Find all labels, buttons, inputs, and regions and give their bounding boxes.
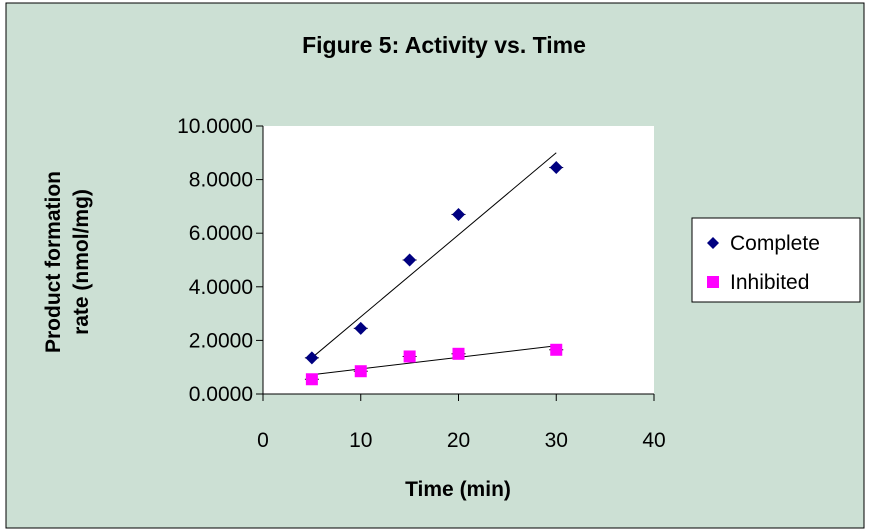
data-points — [304, 161, 564, 386]
data-point-complete — [305, 351, 319, 365]
y-tick-label: 4.0000 — [189, 276, 253, 299]
legend-box — [691, 217, 861, 303]
x-tick-label: 20 — [447, 429, 470, 452]
trendline-complete — [311, 152, 557, 359]
y-axis-ticks: 0.0000 2.0000 4.0000 6.0000 8.0000 10.0000 — [177, 115, 263, 406]
x-tick-label: 10 — [349, 429, 372, 452]
data-point-complete — [452, 207, 465, 221]
data-point-inhibited — [452, 347, 465, 360]
legend-label-inhibited: Inhibited — [730, 271, 809, 294]
x-tick-label: 30 — [545, 429, 568, 452]
y-tick-label: 0.0000 — [189, 383, 253, 406]
y-tick-label: 2.0000 — [189, 329, 253, 352]
trendline-inhibited — [311, 345, 557, 376]
data-point-complete — [403, 253, 417, 267]
y-axis-label-line-1: Product formation — [42, 171, 65, 353]
legend: Complete Inhibited — [691, 217, 861, 303]
y-axis-label: Product formation rate (nmol/mg) — [42, 171, 93, 353]
data-point-inhibited — [550, 343, 563, 356]
trendlines — [311, 152, 557, 376]
legend-marker-complete — [707, 237, 719, 249]
y-tick-label: 10.0000 — [177, 115, 253, 138]
x-tick-label: 40 — [642, 429, 665, 452]
data-point-inhibited — [305, 373, 318, 386]
x-axis-ticks: 0 10 20 30 40 — [257, 394, 666, 452]
x-tick-label: 0 — [257, 429, 269, 452]
data-point-complete — [549, 161, 563, 175]
data-point-inhibited — [403, 350, 416, 363]
y-axis-label-line-2: rate (nmol/mg) — [70, 189, 93, 335]
x-axis-label: Time (min) — [405, 478, 511, 501]
data-point-inhibited — [354, 365, 367, 378]
legend-label-complete: Complete — [730, 232, 820, 255]
y-tick-label: 6.0000 — [189, 222, 253, 245]
y-tick-label: 8.0000 — [189, 169, 253, 192]
data-point-complete — [354, 321, 368, 335]
chart-title: Figure 5: Activity vs. Time — [302, 32, 586, 58]
legend-marker-inhibited — [707, 276, 719, 288]
